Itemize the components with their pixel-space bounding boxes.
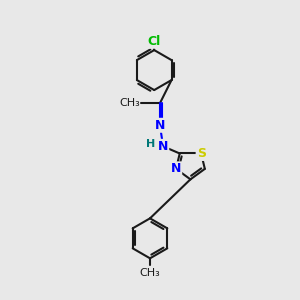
Text: CH₃: CH₃ <box>119 98 140 108</box>
Text: H: H <box>146 139 155 149</box>
Text: N: N <box>155 119 165 132</box>
Text: N: N <box>158 140 168 153</box>
Text: CH₃: CH₃ <box>140 268 160 278</box>
Text: S: S <box>196 147 206 160</box>
Text: Cl: Cl <box>148 35 161 48</box>
Text: N: N <box>171 162 181 176</box>
